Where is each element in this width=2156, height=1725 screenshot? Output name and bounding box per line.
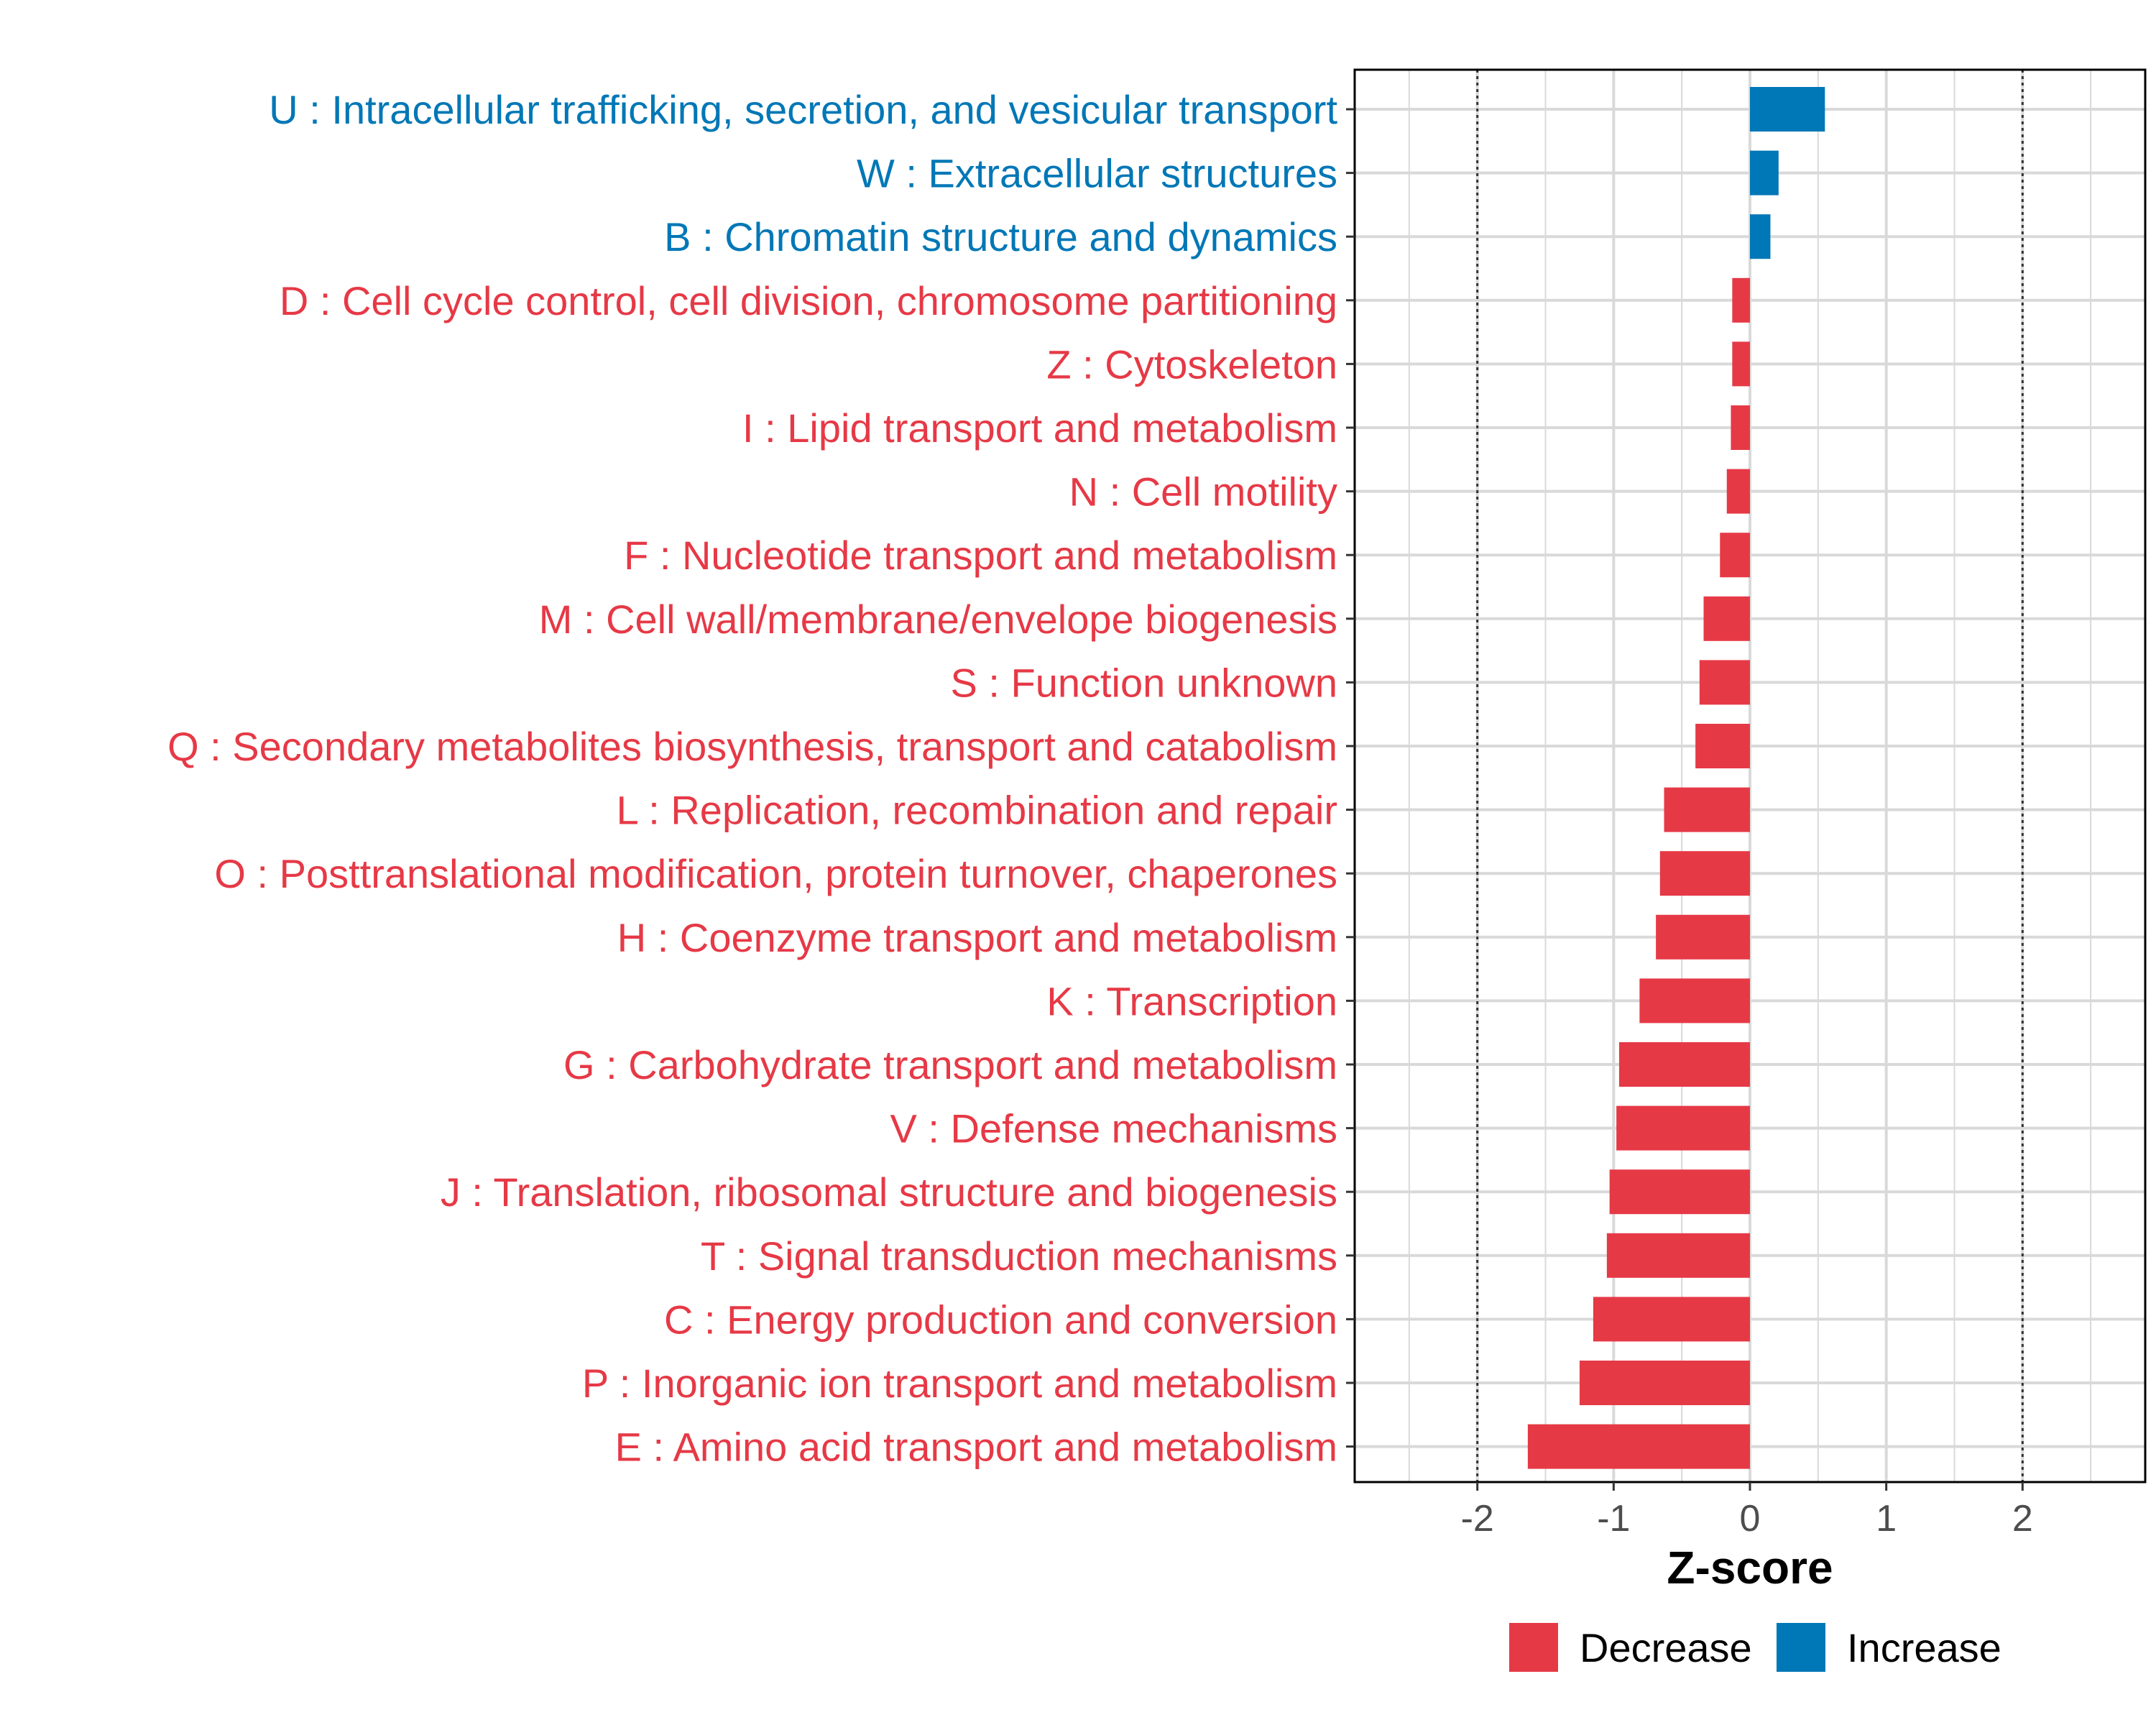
category-label: O : Posttranslational modification, prot… (214, 851, 1337, 896)
x-tick-label: 1 (1876, 1498, 1897, 1540)
reference-lines (1476, 70, 2024, 1482)
x-tick-label: -1 (1597, 1498, 1630, 1540)
bar (1732, 341, 1750, 387)
bar (1609, 1169, 1750, 1215)
bar (1699, 660, 1750, 705)
bars (1527, 87, 1825, 1469)
legend-label-increase: Increase (1847, 1625, 2001, 1670)
legend: Decrease Increase (1509, 1623, 2001, 1672)
category-label: M : Cell wall/membrane/envelope biogenes… (539, 597, 1337, 642)
category-label: N : Cell motility (1069, 469, 1337, 515)
category-label: W : Extracellular structures (857, 151, 1337, 196)
category-label: H : Coenzyme transport and metabolism (617, 915, 1337, 960)
legend-swatch-decrease (1509, 1623, 1558, 1672)
bar (1750, 214, 1771, 259)
x-tick-label: 0 (1740, 1498, 1761, 1540)
category-label: E : Amino acid transport and metabolism (615, 1425, 1337, 1470)
bar (1695, 724, 1750, 768)
category-label: F : Nucleotide transport and metabolism (624, 533, 1337, 578)
category-label: V : Defense mechanisms (890, 1106, 1337, 1151)
category-label: G : Carbohydrate transport and metabolis… (563, 1042, 1337, 1087)
category-label: J : Translation, ribosomal structure and… (441, 1169, 1337, 1215)
bar (1726, 469, 1750, 514)
bar (1616, 1105, 1750, 1151)
y-axis-ticks (1346, 108, 1355, 1448)
x-tick-label: 2 (2012, 1498, 2033, 1540)
category-label: Z : Cytoskeleton (1046, 341, 1337, 387)
x-axis-ticks: -2 -1 0 1 2 (1461, 1482, 2033, 1540)
category-label: Q : Secondary metabolites biosynthesis, … (167, 724, 1337, 769)
x-axis-title: Z-score (1667, 1542, 1833, 1593)
category-label: S : Function unknown (950, 660, 1337, 705)
legend-label-decrease: Decrease (1580, 1625, 1752, 1670)
bar (1659, 851, 1750, 896)
bar (1656, 914, 1750, 960)
bar (1720, 533, 1750, 578)
bar (1732, 277, 1750, 323)
x-tick-label: -2 (1461, 1498, 1494, 1540)
bar (1703, 596, 1750, 641)
bar (1639, 978, 1750, 1024)
category-label: U : Intracellular trafficking, secretion… (269, 87, 1337, 132)
category-label: B : Chromatin structure and dynamics (664, 214, 1337, 259)
bar (1750, 87, 1825, 132)
bar (1606, 1233, 1750, 1278)
category-label: P : Inorganic ion transport and metaboli… (582, 1361, 1337, 1406)
bar (1731, 405, 1750, 450)
category-labels: U : Intracellular trafficking, secretion… (167, 87, 1337, 1470)
bar (1750, 150, 1779, 196)
category-label: T : Signal transduction mechanisms (701, 1233, 1337, 1279)
bar (1593, 1297, 1750, 1342)
bar (1664, 787, 1750, 832)
bar (1579, 1361, 1750, 1405)
legend-swatch-increase (1777, 1623, 1825, 1672)
category-label: C : Energy production and conversion (664, 1297, 1337, 1342)
category-label: I : Lipid transport and metabolism (742, 405, 1337, 451)
bar (1527, 1424, 1750, 1469)
category-label: L : Replication, recombination and repai… (617, 788, 1337, 833)
bar (1618, 1042, 1750, 1087)
category-label: D : Cell cycle control, cell division, c… (280, 278, 1337, 323)
category-label: K : Transcription (1046, 978, 1337, 1024)
